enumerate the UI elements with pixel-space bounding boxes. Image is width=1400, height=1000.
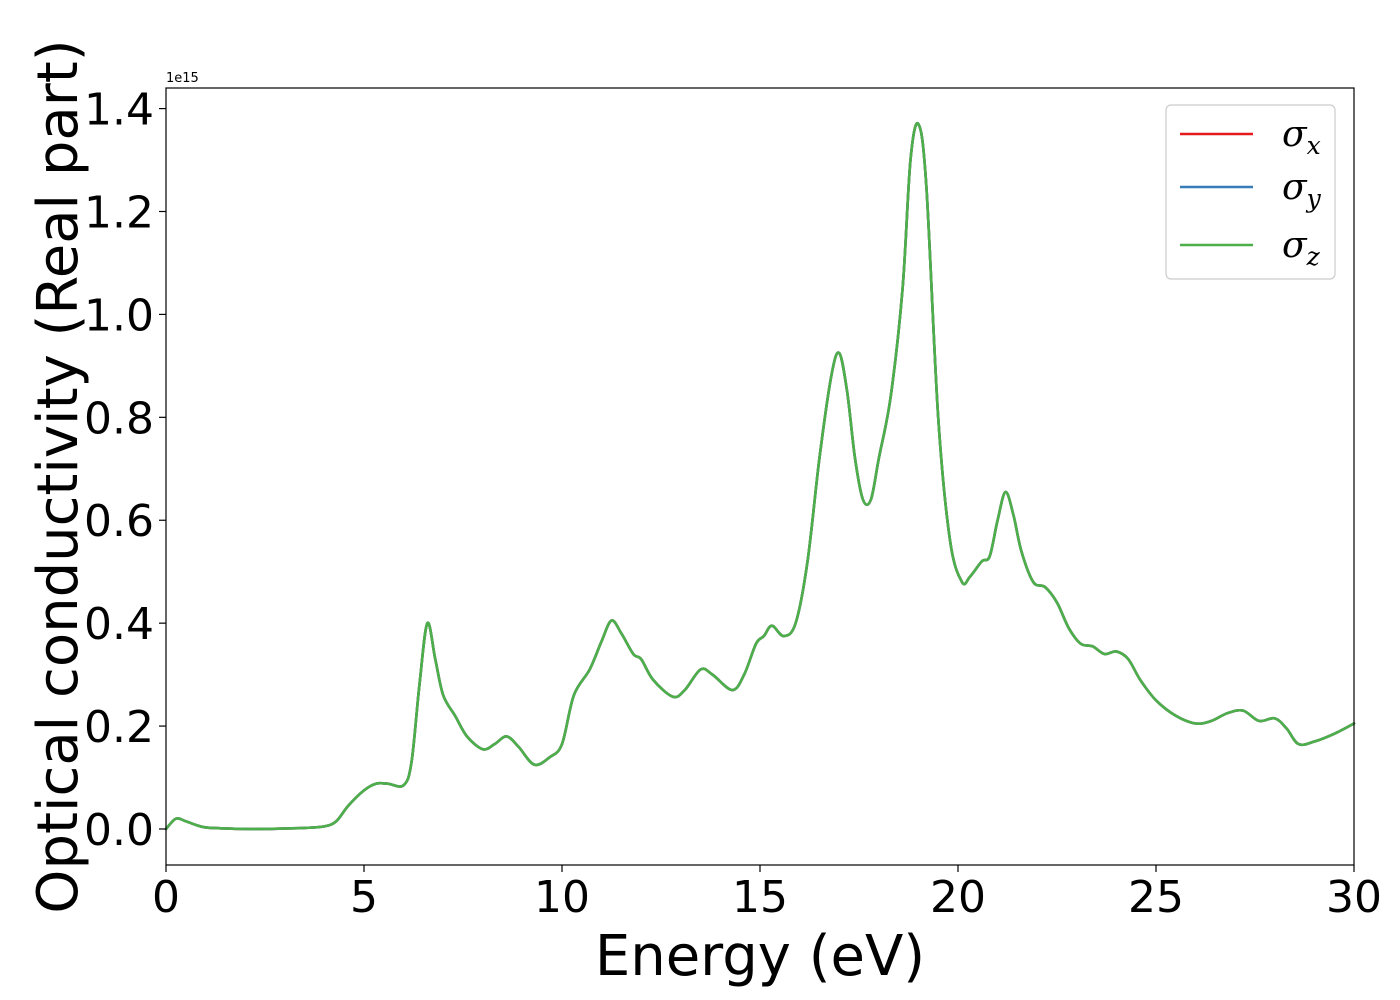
y-tick-label: 1.2 — [84, 187, 154, 238]
legend: σx σy σz — [1165, 104, 1336, 280]
legend-box — [1165, 104, 1336, 280]
x-axis-title: Energy (eV) — [595, 924, 925, 989]
x-tick-label: 30 — [1326, 872, 1382, 923]
legend-label-y: σy — [1282, 167, 1322, 213]
y-axis-title: Optical conductivity (Real part) — [26, 39, 91, 913]
x-tick-label: 5 — [350, 872, 378, 923]
y-tick-label: 0.4 — [84, 599, 154, 650]
y-tick-label: 1.4 — [84, 85, 154, 136]
y-tick-label: 0.8 — [84, 393, 154, 444]
legend-label-x: σx — [1282, 114, 1321, 160]
y-tick-label: 1.0 — [84, 290, 154, 341]
y-tick-label: 0.0 — [84, 805, 154, 856]
legend-label-z: σz — [1282, 225, 1321, 271]
x-tick-label: 25 — [1128, 872, 1184, 923]
y-tick-label: 0.6 — [84, 496, 154, 547]
x-tick-label: 0 — [152, 872, 180, 923]
x-tick-label: 20 — [930, 872, 986, 923]
y-tick-label: 0.2 — [84, 702, 154, 753]
y-offset-text: 1e15 — [166, 71, 199, 86]
x-axis: 0 5 10 15 20 25 30 — [152, 865, 1382, 923]
y-axis: 0.0 0.2 0.4 0.6 0.8 1.0 1.2 1.4 — [84, 85, 166, 856]
series-layer — [164, 121, 1356, 831]
x-tick-label: 10 — [534, 872, 590, 923]
x-tick-label: 15 — [732, 872, 788, 923]
series-line-z — [164, 121, 1356, 831]
